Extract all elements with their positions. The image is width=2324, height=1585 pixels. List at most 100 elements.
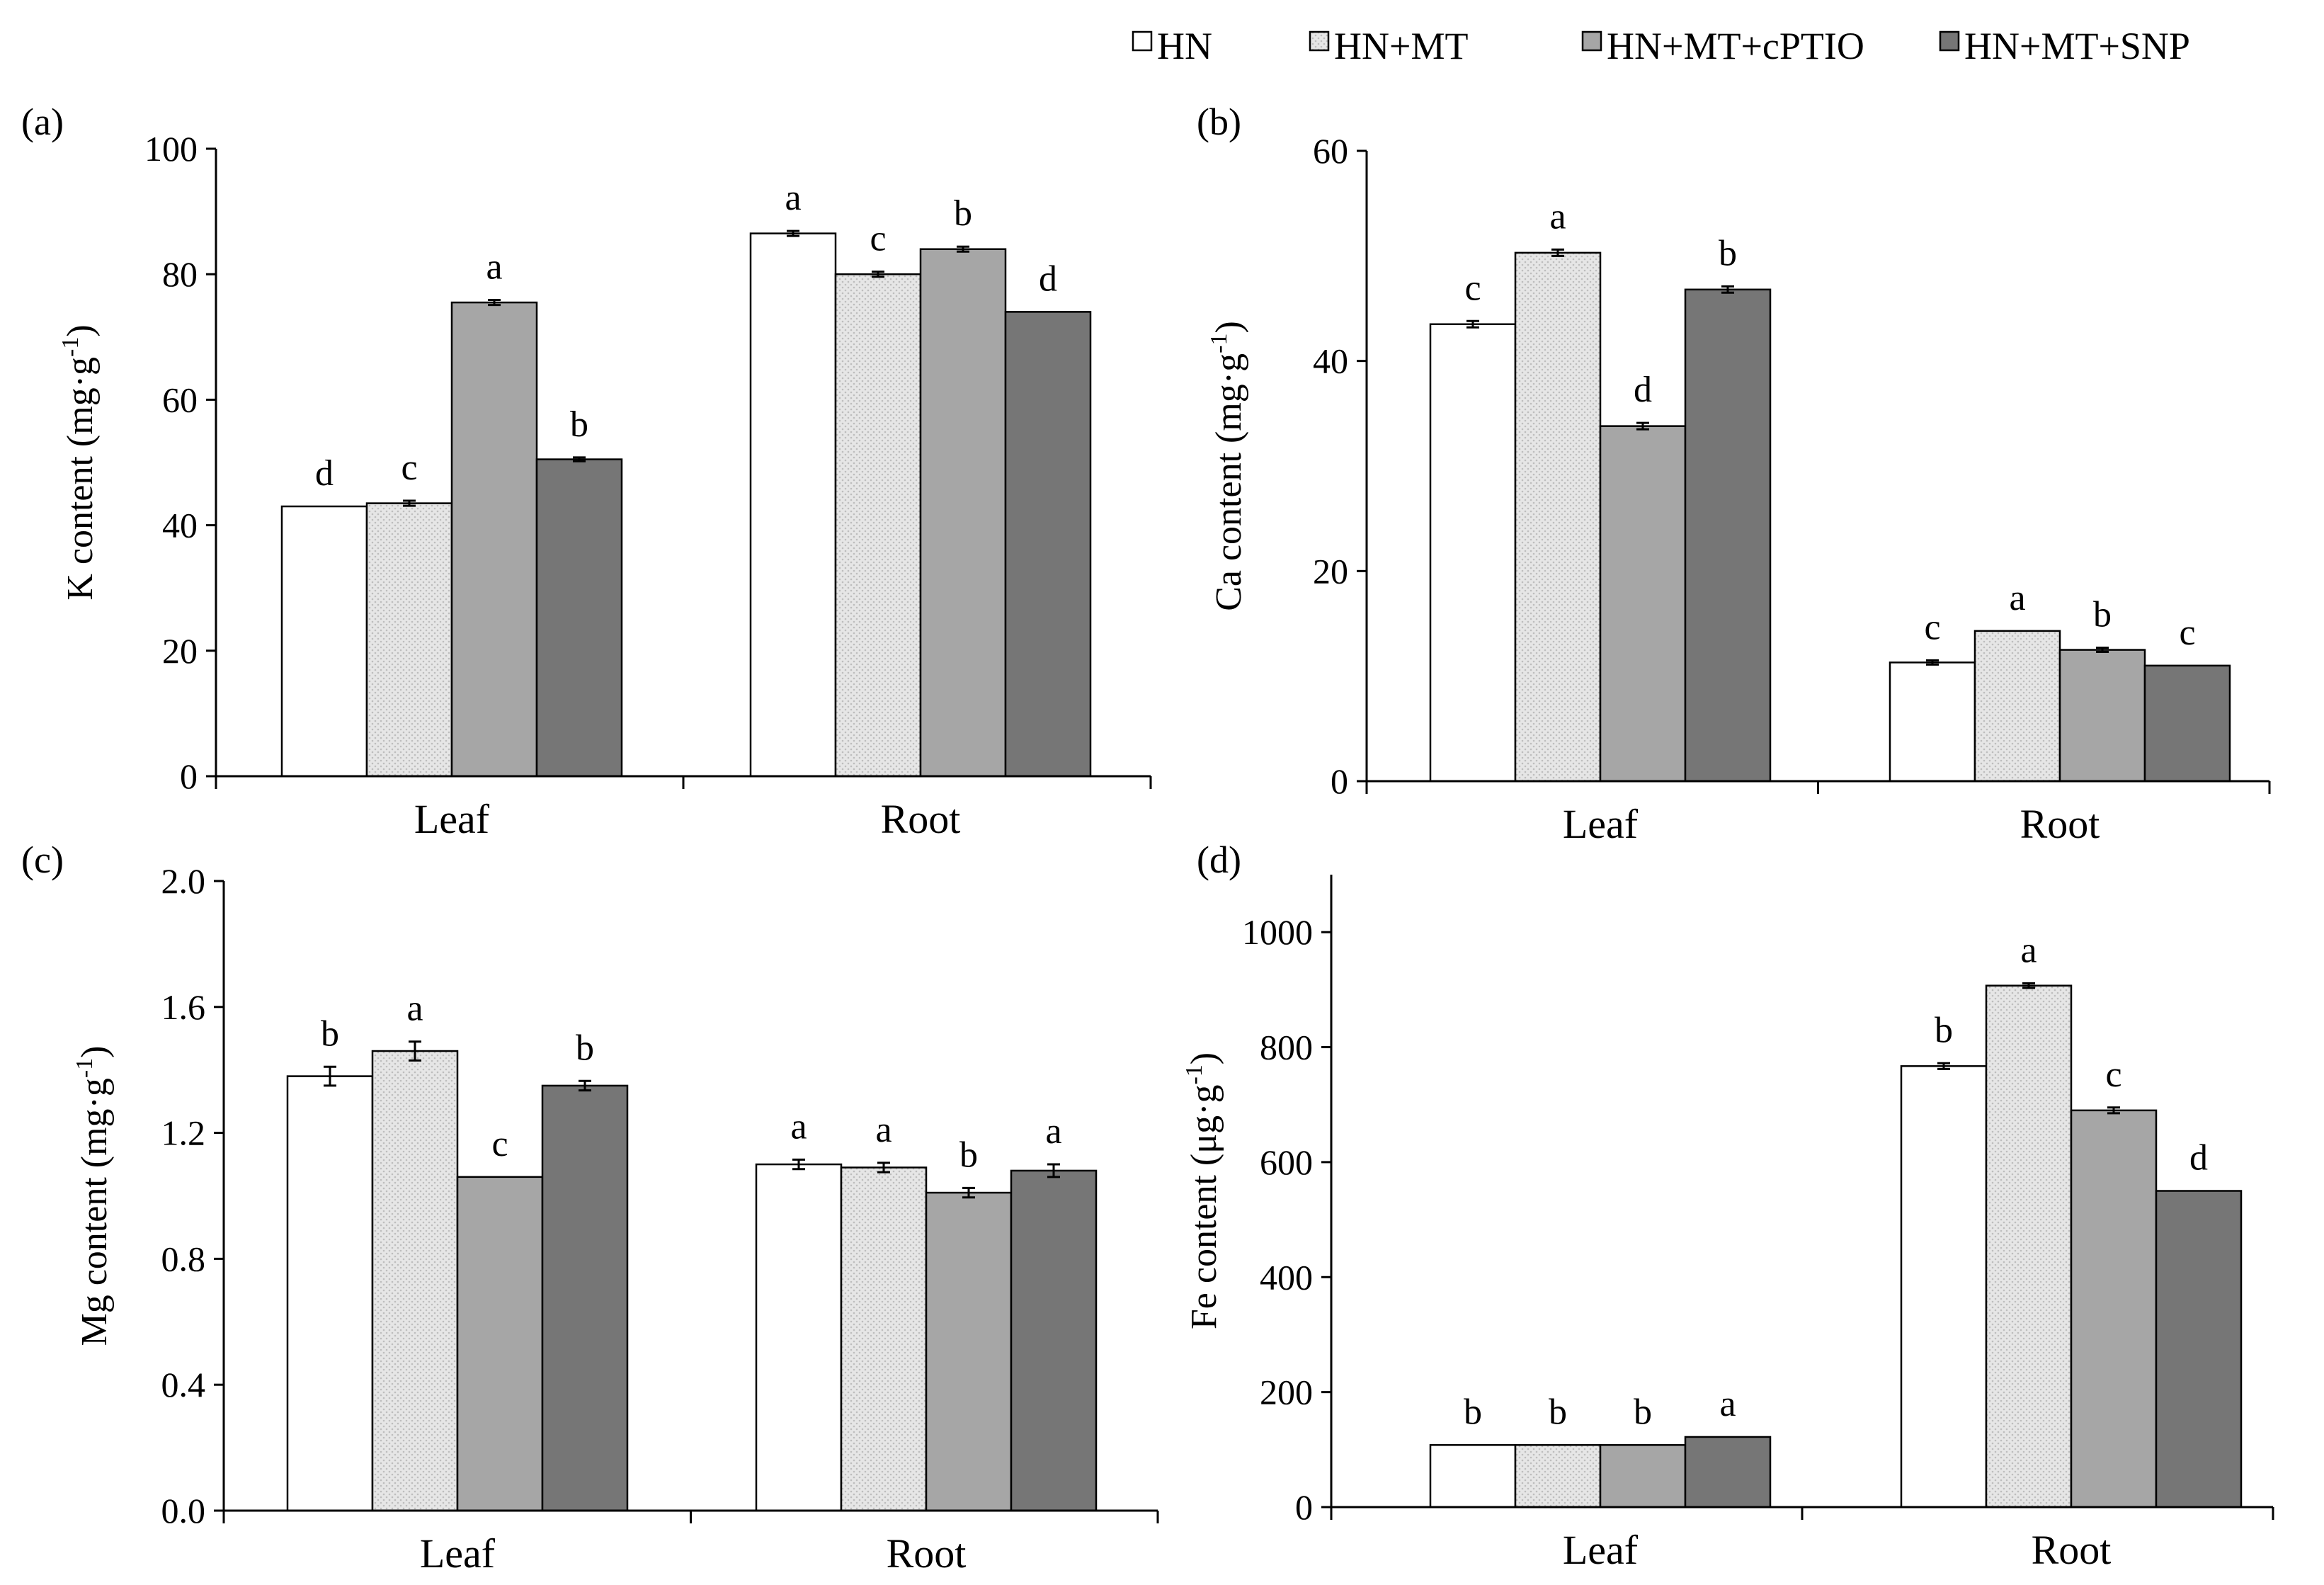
error-bar xyxy=(573,456,586,462)
bar xyxy=(450,301,538,778)
error-bar xyxy=(1926,659,1939,666)
y-tick-label: 0 xyxy=(1331,761,1348,801)
y-tick-label: 0 xyxy=(180,756,198,796)
bar xyxy=(1514,1444,1602,1509)
panel-label: (d) xyxy=(1197,839,1241,881)
bar xyxy=(1429,323,1517,783)
y-tick-label: 1.6 xyxy=(161,987,206,1027)
significance-letter: a xyxy=(785,178,801,218)
error-bar xyxy=(488,299,501,307)
significance-letter: b xyxy=(2093,595,2112,635)
chart-panel-a: (a) d a c c a b b d 0 20 40 60 80 100 Leaf Root K content… xyxy=(21,101,1152,842)
y-tick-label: 0.4 xyxy=(161,1365,206,1404)
significance-letter: a xyxy=(1719,1384,1736,1424)
panel-label: (b) xyxy=(1197,101,1241,143)
significance-letter: b xyxy=(1549,1392,1567,1432)
legend-item: HN+MT xyxy=(1309,25,1468,67)
error-bar xyxy=(579,1079,591,1092)
y-tick-label: 0.0 xyxy=(161,1491,206,1530)
significance-letter: a xyxy=(790,1106,807,1147)
y-tick-label: 100 xyxy=(144,129,198,169)
error-bar xyxy=(877,1161,890,1174)
significance-letter: b xyxy=(1464,1392,1482,1432)
error-bar xyxy=(2096,647,2109,654)
bar xyxy=(840,1166,928,1512)
bar xyxy=(1599,1444,1687,1509)
bar xyxy=(1900,1065,1988,1509)
category-label: Root xyxy=(2032,1527,2112,1573)
significance-letter: b xyxy=(321,1013,339,1054)
error-bar xyxy=(1721,285,1734,294)
y-axis-title: Fe content (μg·g-1) xyxy=(1181,1052,1224,1329)
significance-letter: d xyxy=(2189,1138,2208,1178)
error-bar xyxy=(792,1158,805,1171)
significance-letter: b xyxy=(1634,1392,1652,1432)
y-axis-title: Ca content (mg·g-1) xyxy=(1206,321,1249,611)
bar xyxy=(2155,1190,2243,1509)
error-bar xyxy=(1937,1062,1950,1070)
significance-letter: d xyxy=(315,453,334,494)
error-bar xyxy=(787,229,799,237)
y-tick-label: 20 xyxy=(1313,551,1348,591)
legend-swatch xyxy=(1309,30,1330,52)
bar xyxy=(1599,425,1687,783)
legend-swatch xyxy=(1132,30,1153,52)
bar xyxy=(1514,251,1602,783)
bar xyxy=(1973,630,2061,783)
error-bar xyxy=(1466,319,1479,329)
significance-letter: c xyxy=(1924,607,1940,647)
y-tick-label: 400 xyxy=(1260,1257,1313,1297)
legend-label: HN+MT+SNP xyxy=(1964,25,2190,67)
bar xyxy=(2070,1109,2158,1509)
significance-letter: c xyxy=(2179,613,2195,653)
significance-letter: c xyxy=(491,1124,508,1164)
bar xyxy=(371,1050,459,1512)
bar xyxy=(1684,1436,1772,1509)
y-tick-label: 0 xyxy=(1295,1487,1313,1527)
legend-item: HN+MT+cPTIO xyxy=(1581,25,1864,67)
error-bar xyxy=(324,1065,336,1087)
bar xyxy=(535,458,623,778)
y-tick-label: 800 xyxy=(1260,1028,1313,1067)
significance-letter: b xyxy=(959,1135,978,1175)
significance-letter: b xyxy=(576,1028,594,1068)
y-tick-label: 1.2 xyxy=(161,1113,206,1153)
significance-letter: c xyxy=(870,219,886,259)
error-bar xyxy=(872,271,884,278)
significance-letter: c xyxy=(401,448,417,488)
y-axis-title: K content (mg·g-1) xyxy=(57,324,101,600)
y-axis-title: Mg content (mg·g-1) xyxy=(72,1045,115,1346)
error-bar xyxy=(1636,421,1649,431)
chart-panel-d: (d) b b b a b c a d 0 200 400 600 800 1000 Leaf Root Fe c… xyxy=(1181,839,2274,1573)
legend-label: HN xyxy=(1157,25,1212,67)
legend: HN HN+MT HN+MT+cPTIO HN+MT+SNP xyxy=(1132,25,2190,67)
significance-letter: c xyxy=(2105,1055,2121,1095)
legend-swatch xyxy=(1939,30,1960,52)
bar xyxy=(541,1084,629,1512)
significance-letter: b xyxy=(954,193,972,234)
legend-item: HN+MT+SNP xyxy=(1939,25,2190,67)
bar xyxy=(1004,311,1092,778)
category-label: Leaf xyxy=(1563,1527,1639,1573)
chart-panel-c: (c) b a a a c b b a 0.0 0.4 0.8 1.2 1.6 2.0 Leaf Root Mg … xyxy=(21,839,1159,1577)
significance-letter: b xyxy=(1719,233,1737,273)
y-tick-label: 600 xyxy=(1260,1142,1313,1182)
significance-letter: a xyxy=(875,1110,892,1150)
bar xyxy=(1429,1444,1517,1509)
y-tick-label: 0.8 xyxy=(161,1239,206,1278)
bar xyxy=(1889,661,1976,783)
bar xyxy=(749,232,837,778)
significance-letter: d xyxy=(1039,259,1057,299)
bar xyxy=(1985,984,2073,1509)
y-tick-label: 60 xyxy=(1313,131,1348,171)
significance-letter: a xyxy=(2009,578,2025,618)
y-tick-label: 20 xyxy=(162,631,198,671)
y-tick-label: 200 xyxy=(1260,1373,1313,1412)
significance-letter: b xyxy=(570,404,588,445)
error-bar xyxy=(2107,1106,2120,1115)
legend-label: HN+MT+cPTIO xyxy=(1607,25,1864,67)
legend-swatch xyxy=(1581,30,1602,52)
bar xyxy=(365,502,453,778)
bar xyxy=(1010,1169,1098,1512)
